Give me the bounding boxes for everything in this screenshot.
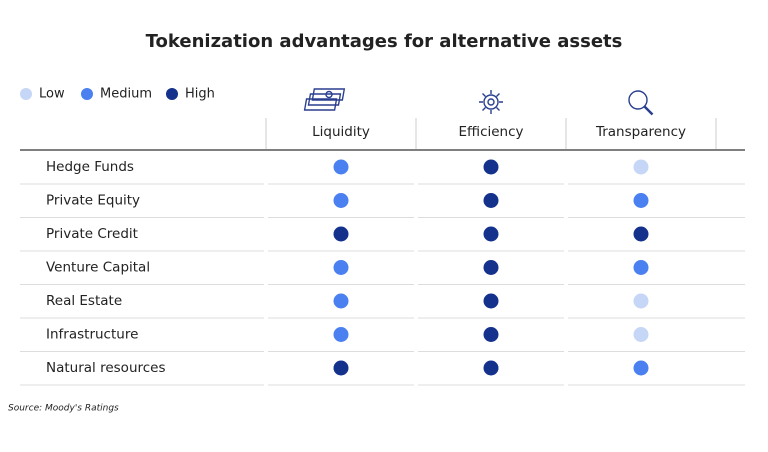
row-label: Infrastructure — [46, 327, 138, 343]
level-dot — [633, 226, 649, 242]
row-label: Private Credit — [46, 226, 138, 242]
level-dot — [333, 260, 349, 275]
row-label: Private Equity — [46, 193, 140, 209]
level-dot — [483, 293, 499, 309]
level-dot — [633, 293, 649, 309]
level-dot — [483, 327, 499, 342]
level-dot — [633, 360, 649, 376]
level-dot — [483, 260, 499, 275]
level-dot — [483, 226, 499, 242]
legend-dot — [20, 88, 32, 100]
transparency-icon — [628, 90, 654, 116]
legend-label: Low — [39, 87, 65, 102]
legend-dot — [81, 88, 93, 100]
level-dot — [333, 360, 349, 376]
title: Tokenization advantages for alternative … — [146, 31, 623, 52]
row-label: Natural resources — [46, 360, 166, 376]
level-dot — [483, 193, 499, 208]
column-header: Transparency — [595, 124, 686, 140]
level-dot — [483, 159, 499, 175]
level-dot — [333, 193, 349, 208]
row-label: Venture Capital — [46, 260, 150, 276]
row-label: Hedge Funds — [46, 159, 134, 175]
level-dot — [333, 226, 349, 242]
legend-label: High — [185, 87, 215, 102]
source: Source: Moody's Ratings — [8, 404, 119, 414]
liquidity-icon — [303, 88, 346, 111]
level-dot — [633, 260, 649, 275]
level-dot — [333, 159, 349, 175]
level-dot — [633, 159, 649, 175]
legend-dot — [166, 88, 178, 100]
efficiency-icon — [479, 90, 503, 114]
row-label: Real Estate — [46, 293, 122, 309]
column-header: Efficiency — [458, 124, 523, 140]
level-dot — [633, 327, 649, 342]
column-header: Liquidity — [312, 124, 370, 140]
level-dot — [483, 360, 499, 376]
level-dot — [333, 293, 349, 309]
level-dot — [633, 193, 649, 208]
level-dot — [333, 327, 349, 342]
legend-label: Medium — [100, 87, 152, 102]
